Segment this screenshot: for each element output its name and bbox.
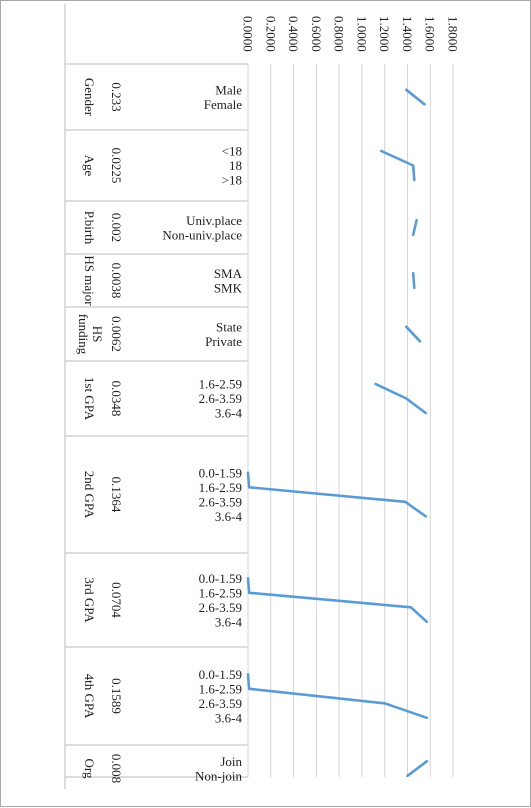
group-name-label: 1st GPA [82,377,97,421]
group-name-label: 2nd GPA [82,471,97,519]
tick-label: 0.0000 [241,16,256,52]
group-name-label: P.birth [82,211,97,245]
category-label: 1.6-2.59 [199,377,242,392]
category-label: 0.0-1.59 [199,465,242,480]
category-label: 2.6-3.59 [199,391,242,406]
category-label: Univ.place [186,213,242,228]
category-label: 1.6-2.59 [199,681,242,696]
tick-label: 1.4000 [400,16,415,52]
category-label: 0.0-1.59 [199,667,242,682]
tick-label: 0.6000 [309,16,324,52]
category-label: Male [215,82,242,97]
group-weight-label: 0.233 [109,82,124,111]
category-label: Non-univ.place [162,227,242,242]
series-line [246,471,428,518]
group-weight-label: 0.0038 [109,263,124,299]
category-label: 1.6-2.59 [199,480,242,495]
category-label: 2.6-3.59 [199,696,242,711]
category-label: SMK [214,280,243,295]
group-weight-label: 0.008 [109,754,124,783]
category-label: State [216,319,242,334]
group-name-label: Age [82,155,97,177]
category-label: Non-join [195,768,242,783]
tick-label: 0.8000 [332,16,347,52]
series-line [406,759,429,778]
gridlines-layer [247,64,454,777]
group-name-label: Org [82,759,97,779]
tick-label: 0.2000 [263,16,278,52]
category-label: Private [205,334,242,349]
tick-label: 1.8000 [446,16,461,52]
category-label: Join [220,754,242,769]
category-label: 3.6-4 [215,710,243,725]
group-weight-label: 0.0225 [109,148,124,184]
group-name-label: HS major [82,255,97,306]
group-name-label: 4th GPA [82,674,97,719]
category-label: 3.6-4 [215,406,243,421]
tick-label: 1.0000 [354,16,369,52]
category-label: 2.6-3.59 [199,600,242,615]
series-line [411,271,416,290]
group-name-label: 3rd GPA [82,577,97,623]
group-weight-label: 0.002 [109,213,124,242]
tick-labels-layer: 0.0000 0.2000 0.4000 0.6000 0.8000 1.0000 1.20… [241,16,461,52]
category-label: 1.6-2.59 [199,585,242,600]
category-label: 0.0-1.59 [199,571,242,586]
category-label: >18 [222,173,242,188]
series-line [374,382,428,415]
category-label: Female [204,97,242,112]
group-weight-label: 0.1364 [109,477,124,513]
series-line [411,219,418,237]
series-line [404,88,426,106]
category-label: 2.6-3.59 [199,494,242,509]
group-name-label: HS [90,326,105,343]
group-name-label: Gender [82,78,97,117]
group-name-label: funding [76,314,91,355]
series-lines-layer [246,88,429,778]
category-label: 3.6-4 [215,509,243,524]
category-label: 18 [229,158,242,173]
tick-label: 0.4000 [286,16,301,52]
tick-label: 1.2000 [377,16,392,52]
group-bands-layer [64,4,248,789]
group-weight-label: 0.0062 [109,316,124,352]
series-line [246,672,429,720]
series-line [246,576,429,624]
group-weight-label: 0.0348 [109,381,124,417]
series-line [379,149,416,182]
category-label: 3.6-4 [215,614,243,629]
category-label: <18 [222,144,242,159]
category-label: SMA [214,266,243,281]
group-weight-label: 0.1589 [109,678,124,714]
series-line [404,325,422,343]
tick-label: 1.6000 [423,16,438,52]
group-weight-label: 0.0704 [109,582,124,618]
